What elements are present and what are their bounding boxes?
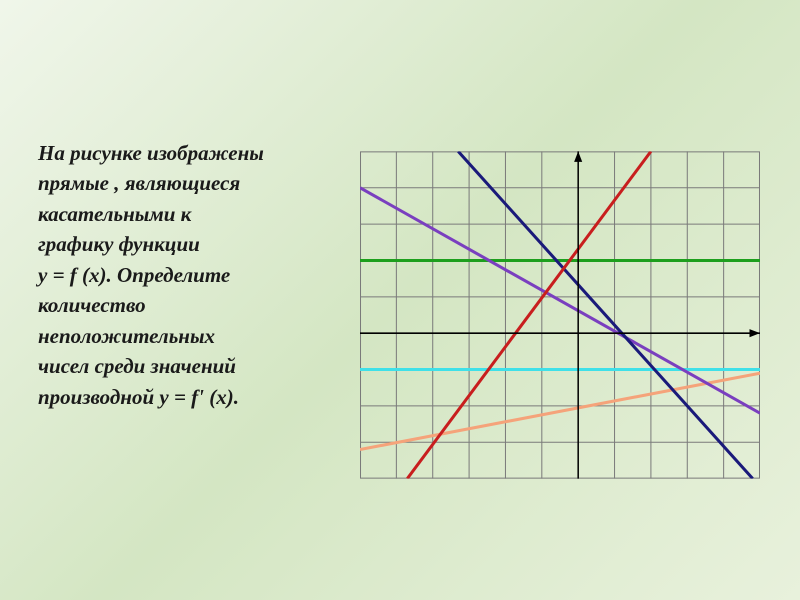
text-line: y = f (x). Определите bbox=[38, 263, 230, 287]
problem-text: На рисунке изображены прямые , являющиес… bbox=[38, 138, 338, 412]
text-line: касательными к bbox=[38, 202, 191, 226]
tangent-lines-chart bbox=[360, 150, 760, 480]
text-line: графику функции bbox=[38, 232, 200, 256]
text-line: чисел среди значений bbox=[38, 354, 236, 378]
navy-line bbox=[458, 151, 753, 478]
text-line: На рисунке изображены bbox=[38, 141, 264, 165]
text-line: количество bbox=[38, 293, 146, 317]
text-line: производной y = f' (x). bbox=[38, 385, 239, 409]
purple-line bbox=[360, 188, 760, 413]
text-line: неположительных bbox=[38, 324, 215, 348]
orange-line bbox=[360, 373, 760, 449]
text-line: прямые , являющиеся bbox=[38, 171, 240, 195]
